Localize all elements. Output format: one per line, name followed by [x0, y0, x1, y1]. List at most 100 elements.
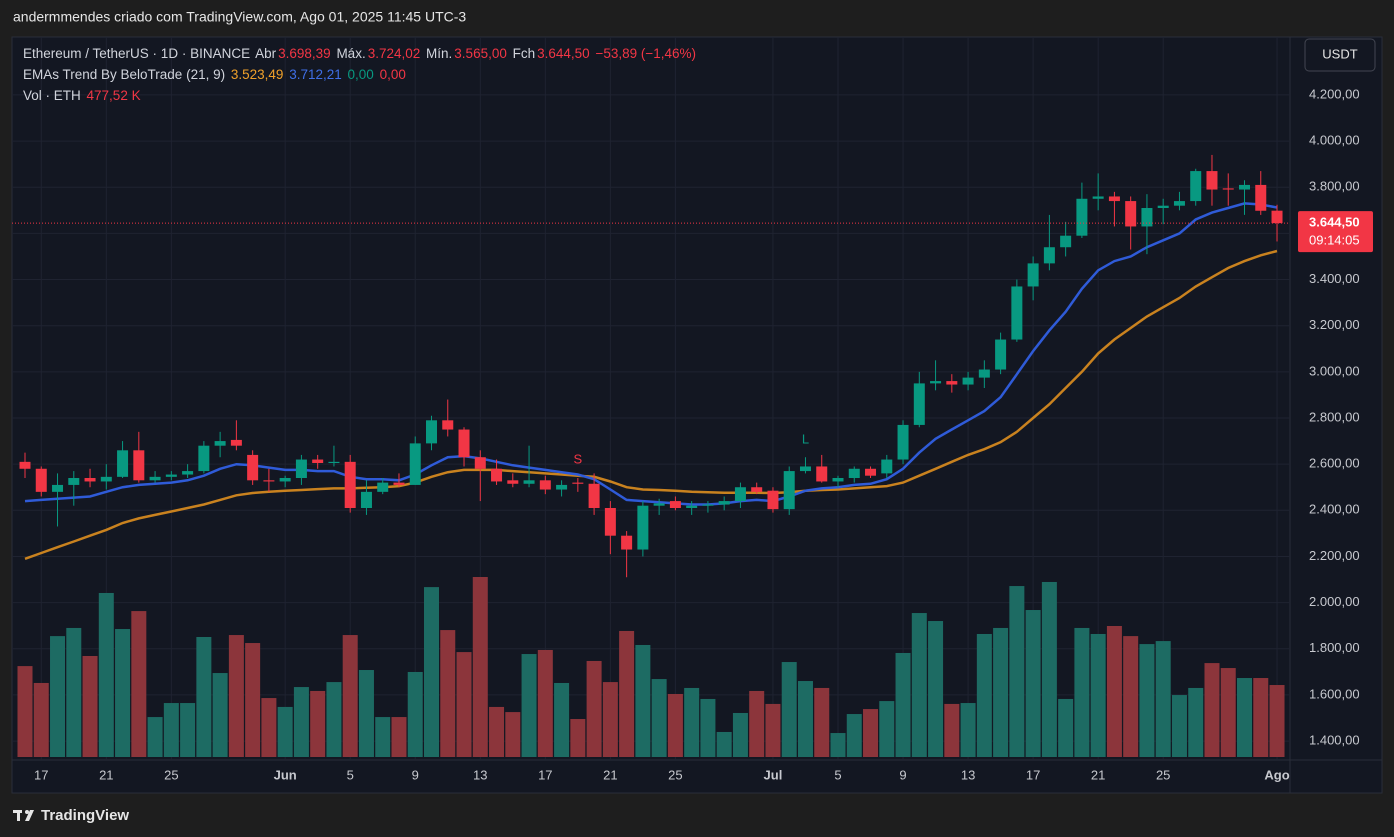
volume-bar: [1204, 663, 1220, 757]
volume-bar: [749, 690, 765, 757]
x-tick-label: Ago: [1264, 767, 1289, 782]
logo-shape: [17, 810, 20, 821]
ohlc-value: 3.724,02: [367, 46, 421, 61]
volume-bar: [17, 666, 33, 757]
x-tick-label: Jul: [764, 767, 783, 782]
candle-body: [604, 508, 616, 536]
candle-body: [897, 424, 909, 460]
candle-body: [702, 504, 714, 506]
candle-body: [230, 439, 242, 446]
volume-bar: [1090, 633, 1106, 757]
indicator-value: 0,00: [347, 67, 374, 82]
volume-bar: [846, 714, 862, 757]
volume-bar: [732, 712, 748, 757]
candle-body: [1125, 201, 1137, 227]
volume-bar: [277, 706, 293, 757]
candle-body: [1271, 210, 1283, 224]
candle-body: [409, 443, 421, 485]
candle-body: [832, 478, 844, 482]
ohlc-label: Abr: [255, 46, 277, 61]
candle-body: [19, 461, 31, 469]
candle-body: [1027, 263, 1039, 287]
logo-shape: [25, 810, 34, 821]
ema-line: [24, 202, 1278, 506]
volume-bar: [684, 687, 700, 757]
candle-body: [913, 383, 925, 425]
volume-bar: [1058, 698, 1074, 757]
volume-bar: [375, 717, 391, 757]
volume-bar: [1074, 627, 1090, 757]
y-tick-label: 1.800,00: [1309, 640, 1360, 655]
y-tick-label: 3.400,00: [1309, 271, 1360, 286]
indicator-value: 3.523,49: [230, 67, 284, 82]
x-tick-label: 9: [899, 767, 906, 782]
indicator-value: 0,00: [379, 67, 406, 82]
x-tick-label: 9: [412, 767, 419, 782]
logo: [13, 810, 34, 821]
candle-body: [1076, 198, 1088, 236]
candle-body: [816, 466, 828, 482]
volume-bar: [1220, 668, 1236, 757]
candle-body: [865, 468, 877, 476]
volume-bar: [163, 703, 179, 757]
volume-bar: [635, 644, 651, 757]
volume-bar: [667, 693, 683, 757]
logo-shape: [25, 810, 29, 814]
candle-body: [491, 468, 503, 482]
volume-bar: [797, 681, 813, 757]
grid: [12, 37, 1290, 760]
candle-body: [117, 450, 129, 477]
candle-body: [588, 483, 600, 508]
volume-bar: [1139, 644, 1155, 757]
currency-label[interactable]: USDT: [1322, 46, 1357, 61]
candle-body: [962, 377, 974, 385]
signal-label: S: [574, 451, 583, 466]
volume-bar: [781, 662, 797, 757]
candle-body: [263, 480, 275, 482]
candle-body: [458, 429, 470, 458]
x-tick-label: 21: [603, 767, 617, 782]
volume-bar: [1253, 678, 1269, 757]
ohlc-value: 3.698,39: [278, 46, 331, 61]
volume-bar: [505, 712, 521, 757]
candle-body: [328, 461, 340, 463]
volume-bar: [1269, 685, 1285, 757]
candle-body: [1222, 188, 1234, 190]
volume-bar: [424, 587, 439, 757]
x-tick-label: 17: [34, 767, 48, 782]
volume-bar: [651, 679, 667, 757]
x-tick-label: 13: [961, 767, 975, 782]
volume-bar: [700, 698, 716, 757]
x-tick-label: 25: [668, 767, 682, 782]
candle-body: [377, 482, 389, 492]
volume-bar: [976, 633, 992, 757]
x-tick-label: 21: [1091, 767, 1105, 782]
volume-bar: [602, 682, 618, 757]
volume-bar: [895, 652, 911, 757]
volume-bar: [50, 636, 66, 757]
volume-bar: [147, 717, 163, 757]
currency-button[interactable]: [1304, 38, 1376, 72]
candle-body: [978, 369, 990, 378]
footer-logo-text: TradingView: [41, 807, 129, 824]
candle-body: [686, 505, 698, 508]
volume-bar: [212, 673, 228, 757]
volume-bar: [944, 703, 960, 757]
ohlc-label: Máx.: [336, 46, 366, 61]
signal-label: L: [802, 431, 809, 446]
candle-body: [393, 482, 405, 485]
candle-body: [279, 478, 291, 482]
candle-body: [1190, 171, 1202, 202]
legend-row: EMAs Trend By BeloTrade (21, 9) 3.523,49…: [23, 67, 408, 82]
volume-bar: [180, 703, 196, 757]
candle-body: [734, 487, 746, 502]
candle-body: [556, 484, 568, 490]
y-tick-label: 3.000,00: [1309, 363, 1360, 378]
volume-bar: [928, 621, 944, 757]
volume-bar: [489, 706, 505, 757]
candle-body: [653, 503, 665, 506]
ema-layer: [24, 202, 1278, 560]
candle-body: [1141, 208, 1153, 227]
volume-bar: [1123, 636, 1139, 757]
